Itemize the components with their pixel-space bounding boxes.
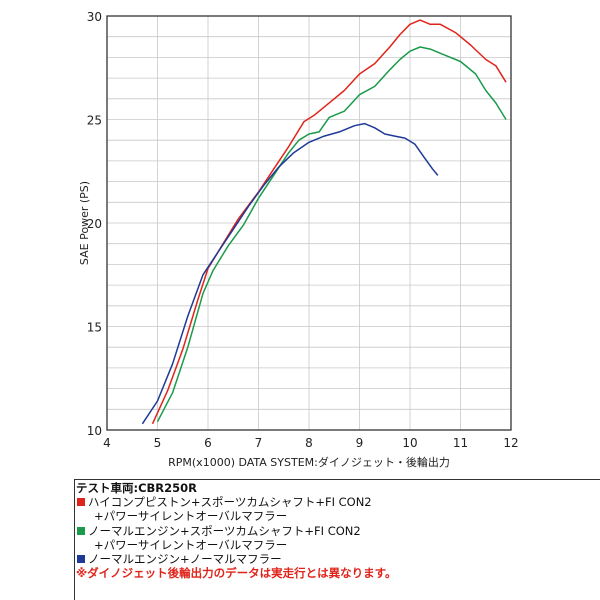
plot-frame	[106, 15, 512, 431]
x-tick-label: 7	[255, 436, 263, 450]
x-tick-label: 5	[154, 436, 162, 450]
legend: テスト車両:CBR250R ハイコンプピストン+スポーツカムシャフト+FI CO…	[76, 481, 596, 580]
test-vehicle-label: テスト車両:CBR250R	[76, 481, 198, 495]
red-bullet-icon	[77, 498, 85, 507]
legend-green-line1: ノーマルエンジン+スポーツカムシャフト+FI CON2	[88, 523, 361, 538]
legend-red-line2: +パワーサイレントオーバルマフラー	[94, 509, 288, 524]
x-tick-label: 6	[204, 436, 212, 450]
legend-blue-line1: ノーマルエンジン+ノーマルマフラー	[88, 552, 282, 567]
x-tick-label: 4	[103, 436, 111, 450]
grid-lines	[107, 16, 511, 430]
legend-green-line2: +パワーサイレントオーバルマフラー	[94, 537, 288, 552]
green-series-line	[156, 46, 507, 423]
y-tick-label: 25	[87, 114, 102, 128]
x-tick-label: 9	[356, 436, 364, 450]
series-layer	[141, 19, 507, 425]
x-tick-label: 11	[453, 436, 468, 450]
legend-item-green: ノーマルエンジン+スポーツカムシャフト+FI CON2	[76, 524, 596, 538]
legend-red-line1: ハイコンプピストン+スポーツカムシャフト+FI CON2	[88, 495, 372, 510]
legend-left-border	[74, 479, 75, 600]
green-bullet-icon	[77, 526, 85, 535]
blue-series-line	[141, 122, 439, 425]
y-tick-label: 10	[87, 424, 102, 438]
disclaimer-note: ※ダイノジェット後輪出力のデータは実走行とは異なります。	[76, 566, 397, 581]
chart-svg: 4 5 6 7 8 9 10 11 12 10 15 20 25 30 RPM(x1000) DATA S…	[78, 10, 519, 469]
y-tick-label: 30	[87, 10, 102, 24]
legend-item-blue: ノーマルエンジン+ノーマルマフラー	[76, 552, 596, 566]
x-axis-label: RPM(x1000) DATA SYSTEM:ダイノジェット・後輪出力	[168, 455, 450, 469]
x-tick-label: 8	[305, 436, 313, 450]
x-tick-label: 12	[503, 436, 518, 450]
y-tick-label: 20	[87, 217, 102, 231]
y-axis-label: SAE Power (PS)	[78, 181, 91, 265]
legend-item-red: ハイコンプピストン+スポーツカムシャフト+FI CON2	[76, 495, 596, 509]
tick-labels: 4 5 6 7 8 9 10 11 12 10 15 20 25 30	[87, 10, 519, 450]
y-tick-label: 15	[87, 321, 102, 335]
legend-top-border	[74, 479, 600, 480]
x-tick-label: 10	[402, 436, 417, 450]
blue-bullet-icon	[77, 555, 85, 564]
